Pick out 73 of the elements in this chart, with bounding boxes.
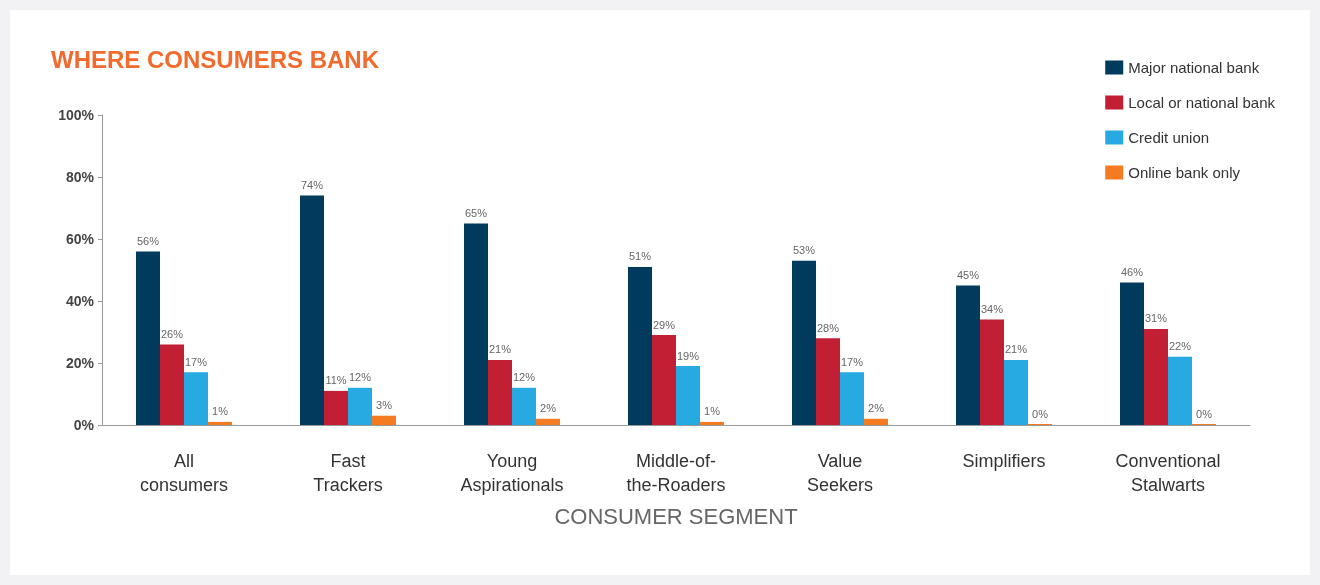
bar: [980, 319, 1004, 425]
data-label: 51%: [628, 250, 652, 263]
bar: [652, 335, 676, 425]
y-tick-label: 80%: [65, 169, 95, 185]
bar: [1144, 328, 1168, 425]
bar: [792, 260, 816, 425]
bar: [840, 372, 864, 425]
data-label: 12%: [348, 371, 372, 384]
x-tick-label: Value Seekers: [806, 451, 874, 495]
bar: [700, 421, 724, 425]
data-label: 1%: [212, 405, 229, 418]
data-label: 22%: [1168, 340, 1192, 353]
bar: [676, 366, 700, 425]
bar: [372, 415, 396, 425]
data-label: 74%: [300, 179, 324, 192]
data-label: 11%: [325, 374, 347, 387]
bar: [324, 390, 348, 425]
legend-label: Online bank only: [1128, 164, 1241, 181]
bar: [208, 421, 232, 425]
data-label: 28%: [816, 321, 840, 334]
y-tick-label: 0%: [73, 417, 95, 433]
bar: [864, 418, 888, 425]
bar: [628, 266, 652, 425]
data-label: 31%: [1144, 312, 1168, 325]
data-label: 3%: [376, 399, 393, 412]
y-tick-label: 100%: [58, 107, 95, 123]
legend-label: Local or national bank: [1128, 94, 1276, 111]
bar: [1004, 359, 1028, 425]
x-tick-label: All consumers: [139, 451, 229, 495]
bar: [464, 223, 488, 425]
data-label: 2%: [540, 402, 557, 415]
x-axis-title: CONSUMER SEGMENT: [554, 503, 798, 529]
bar: [184, 372, 208, 425]
y-tick-label: 40%: [65, 293, 95, 309]
data-label: 0%: [1032, 407, 1049, 420]
x-tick-label: Fast Trackers: [313, 451, 383, 495]
data-label: 21%: [488, 343, 512, 356]
bar: [348, 387, 372, 425]
data-label: 65%: [464, 207, 488, 219]
bar: [1120, 282, 1144, 425]
y-tick-label: 60%: [65, 231, 95, 247]
y-tick-label: 20%: [65, 355, 95, 371]
x-tick-label: Simplifiers: [962, 451, 1046, 471]
legend-label: Credit union: [1128, 129, 1210, 146]
data-label: 56%: [136, 234, 160, 247]
data-label: 34%: [980, 303, 1004, 316]
data-label: 19%: [676, 349, 700, 362]
data-label: 12%: [512, 371, 536, 384]
data-label: 0%: [1196, 407, 1213, 420]
data-label: 26%: [160, 327, 184, 340]
bar: [816, 338, 840, 425]
legend-label: Major national bank: [1128, 59, 1260, 76]
data-label: 1%: [704, 405, 721, 418]
data-label: 17%: [184, 355, 208, 368]
bar: [300, 195, 324, 425]
bar: [136, 251, 160, 425]
x-tick-label: Young Aspirationals: [460, 451, 564, 495]
bar: [512, 387, 536, 425]
data-label: 29%: [652, 318, 676, 331]
data-label: 21%: [1004, 343, 1028, 356]
data-label: 17%: [840, 355, 864, 368]
bar: [160, 344, 184, 425]
chart-title: WHERE CONSUMERS BANK: [51, 45, 380, 73]
bar: [536, 418, 560, 425]
data-label: 46%: [1120, 265, 1144, 278]
x-tick-label: Middle-of-the-Roaders: [626, 451, 726, 495]
bar: [488, 359, 512, 425]
bar: [956, 285, 980, 425]
x-tick-label: Conventional Stalwarts: [1115, 451, 1221, 495]
data-label: 2%: [868, 402, 885, 415]
bar: [1168, 356, 1192, 425]
data-label: 53%: [792, 244, 816, 257]
data-label: 45%: [956, 269, 980, 281]
